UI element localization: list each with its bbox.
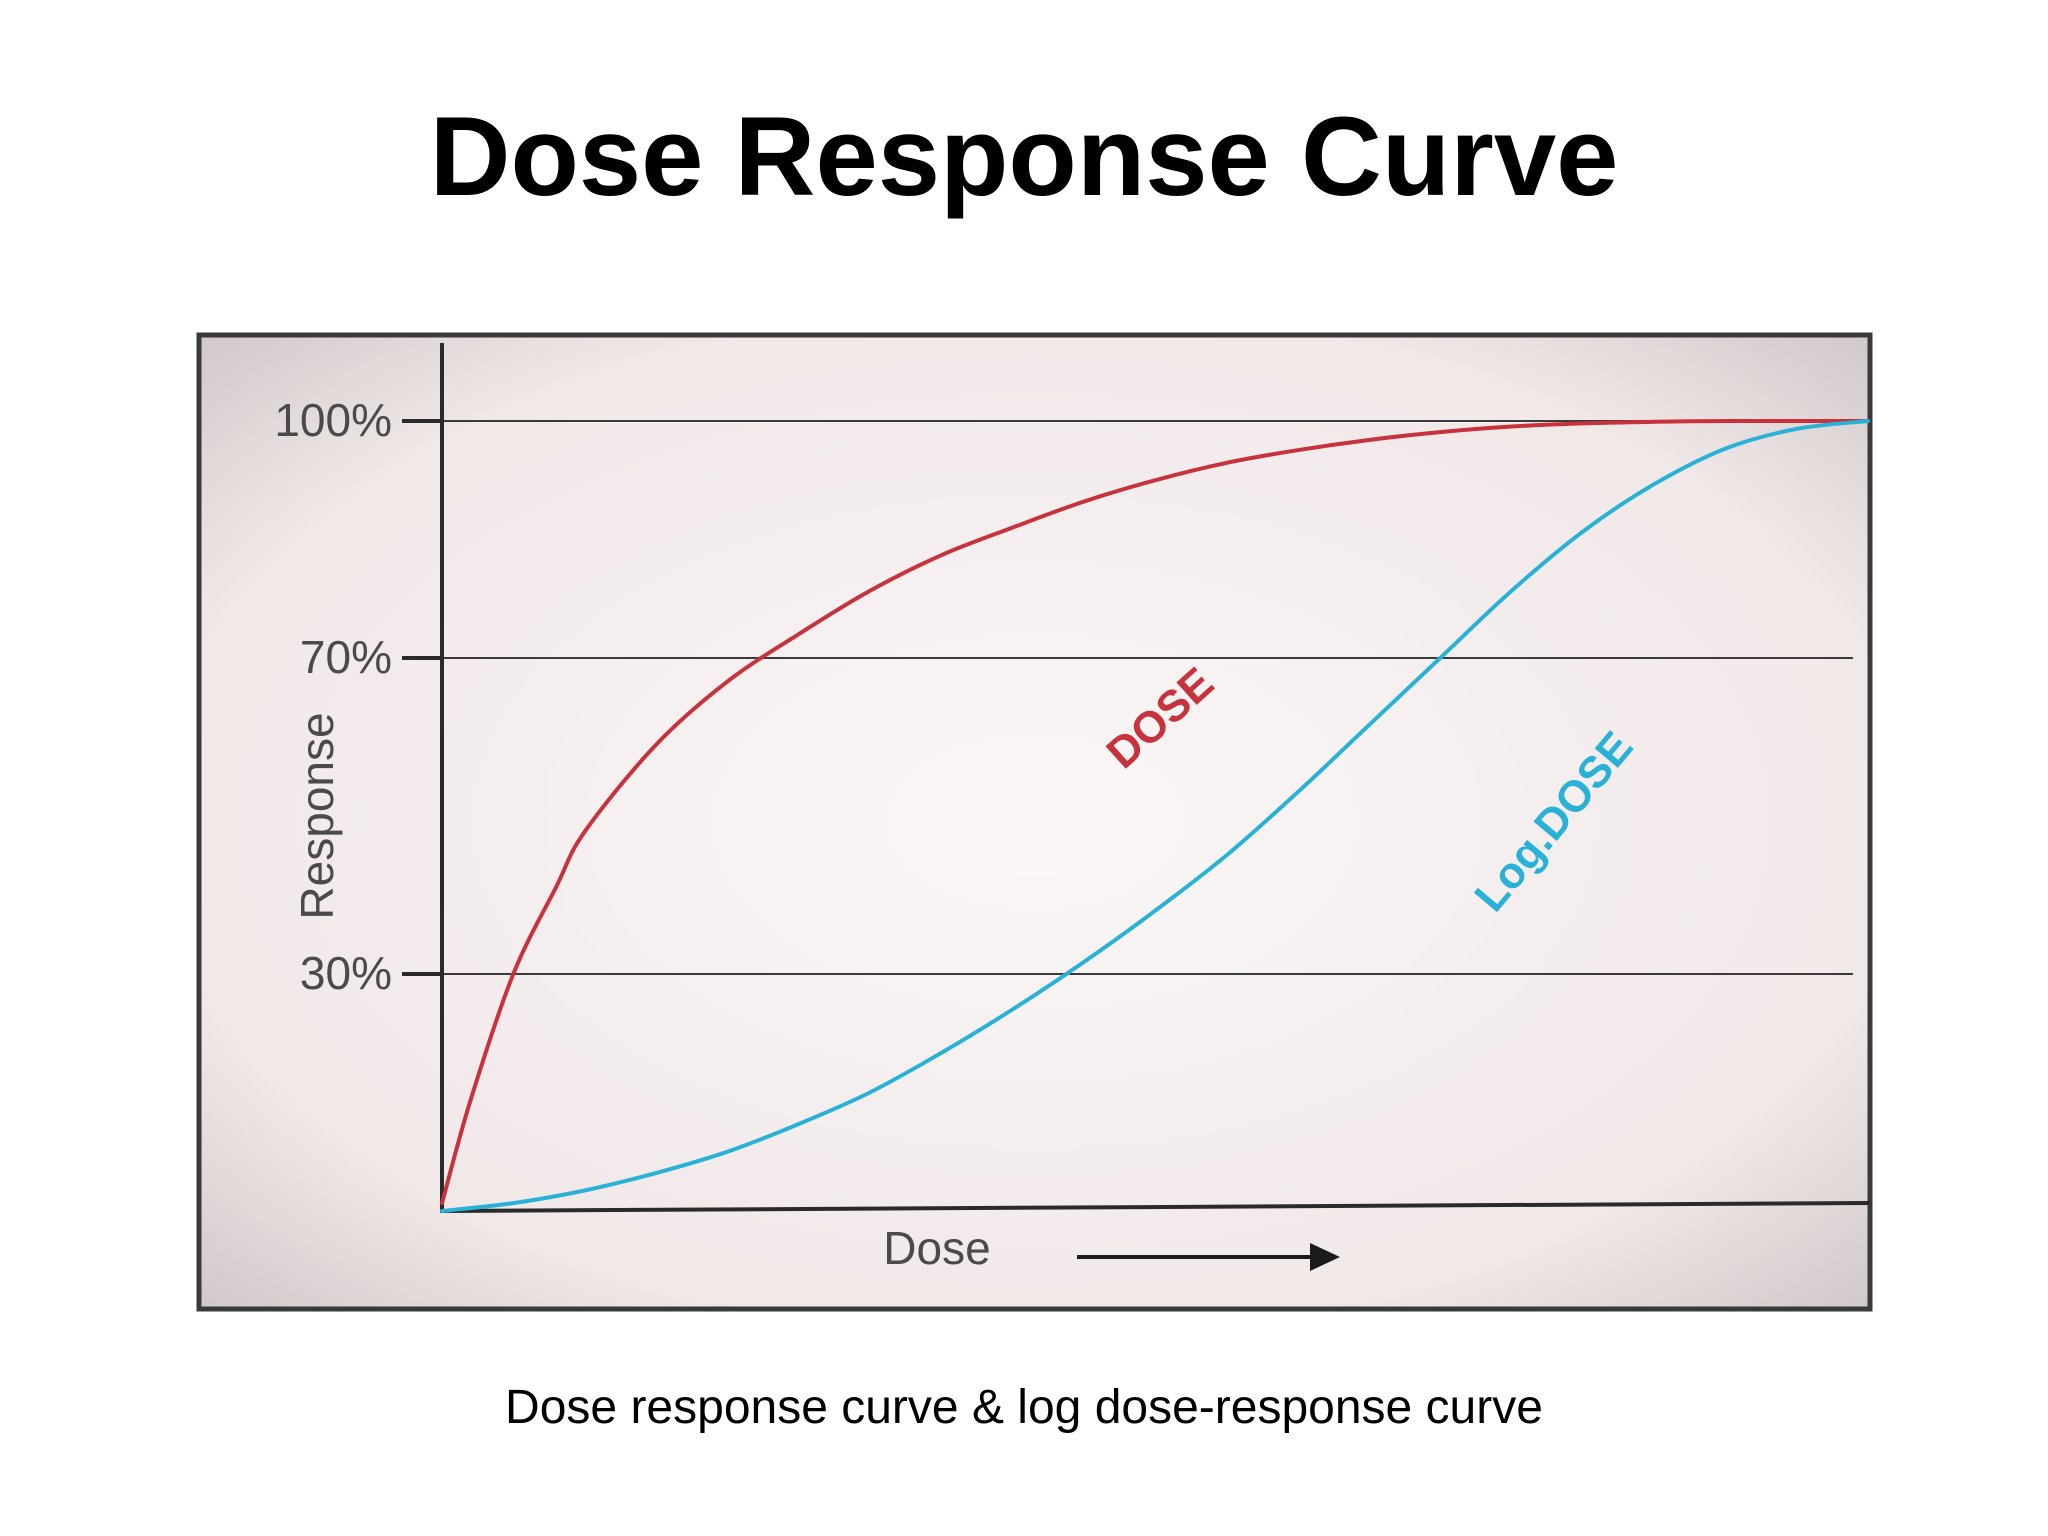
y-tick-label-30: 30%: [300, 947, 392, 999]
y-axis-label: Response: [291, 712, 343, 919]
series-lines: [440, 418, 1870, 1213]
page-title: Dose Response Curve: [429, 94, 1619, 219]
chart-canvas: 100%70%30% Response Dose DOSE Log.DOSE: [196, 332, 1873, 1312]
x-axis-arrow-head: [1310, 1243, 1340, 1271]
axes: [440, 343, 1871, 1213]
y-ticks: 100% 70% 30%: [274, 394, 442, 999]
x-axis-label: Dose: [883, 1222, 990, 1274]
x-axis-line: [441, 1201, 1871, 1213]
figure-caption: Dose response curve & log dose-response …: [505, 1381, 1543, 1434]
series-line-dose: [440, 418, 1870, 1206]
series-line-log-dose: [440, 419, 1870, 1213]
y-tick-label-100: 100%: [274, 394, 392, 446]
dose-response-chart: 100% 70% 30% Response Dose DOSE Log.DOSE: [195, 331, 1874, 1313]
chart-background: [196, 332, 1873, 1312]
y-tick-label-70: 70%: [300, 631, 392, 683]
x-axis-arrow: [1077, 1243, 1340, 1271]
